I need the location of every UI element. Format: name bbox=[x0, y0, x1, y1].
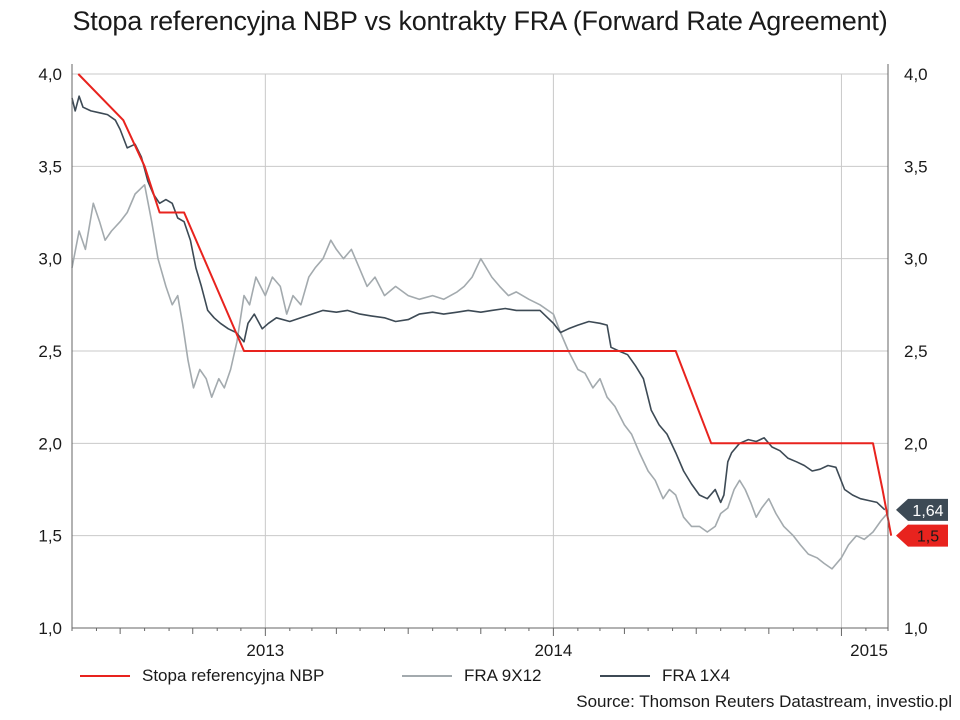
end-label-nbp-text: 1,5 bbox=[917, 529, 939, 546]
series-line-fra14 bbox=[71, 95, 886, 511]
end-labels: 1,64 1,5 bbox=[896, 498, 948, 547]
end-label-nbp: 1,5 bbox=[896, 524, 948, 547]
end-label-nbp-bg bbox=[896, 524, 948, 547]
series-line-nbp bbox=[77, 73, 893, 536]
legend-label-fra14: FRA 1X4 bbox=[662, 666, 731, 685]
y-tick-label-left: 1,5 bbox=[38, 527, 62, 546]
x-tick-label: 2014 bbox=[534, 641, 572, 660]
legend-swatch-nbp bbox=[80, 675, 130, 677]
legend-item-fra14: FRA 1X4 bbox=[600, 664, 730, 688]
y-tick-label-right: 3,5 bbox=[904, 157, 928, 176]
y-tick-label-left: 3,0 bbox=[38, 250, 62, 269]
legend-swatch-fra14 bbox=[600, 675, 650, 677]
series-line-fra912 bbox=[71, 184, 888, 570]
y-tick-label-right: 2,5 bbox=[904, 342, 928, 361]
source-note: Source: Thomson Reuters Datastream, inve… bbox=[576, 692, 952, 711]
y-tick-label-left: 2,0 bbox=[38, 434, 62, 453]
legend-label-fra912: FRA 9X12 bbox=[464, 666, 542, 685]
legend-item-fra912: FRA 9X12 bbox=[402, 664, 542, 688]
end-label-fra14-text: 1,64 bbox=[912, 503, 943, 520]
legend-item-nbp: Stopa referencyjna NBP bbox=[80, 664, 324, 688]
series-layer bbox=[71, 73, 893, 570]
y-tick-label-left: 2,5 bbox=[38, 342, 62, 361]
legend-swatch-fra912 bbox=[402, 675, 452, 677]
axes: 1,01,01,51,52,02,02,52,53,03,03,53,54,04… bbox=[38, 64, 928, 660]
y-tick-label-right: 4,0 bbox=[904, 65, 928, 84]
y-tick-label-left: 1,0 bbox=[38, 619, 62, 638]
grid-lines bbox=[72, 73, 888, 629]
x-tick-label: 2013 bbox=[246, 641, 284, 660]
y-tick-label-left: 3,5 bbox=[38, 157, 62, 176]
y-tick-label-right: 3,0 bbox=[904, 250, 928, 269]
y-tick-label-left: 4,0 bbox=[38, 65, 62, 84]
x-tick-label: 2015 bbox=[850, 641, 888, 660]
end-label-fra14: 1,64 bbox=[896, 498, 948, 521]
chart-title: Stopa referencyjna NBP vs kontrakty FRA … bbox=[72, 6, 888, 36]
y-tick-label-right: 2,0 bbox=[904, 434, 928, 453]
y-tick-label-right: 1,0 bbox=[904, 619, 928, 638]
end-label-fra14-bg bbox=[896, 498, 948, 521]
legend-label-nbp: Stopa referencyjna NBP bbox=[142, 666, 325, 685]
